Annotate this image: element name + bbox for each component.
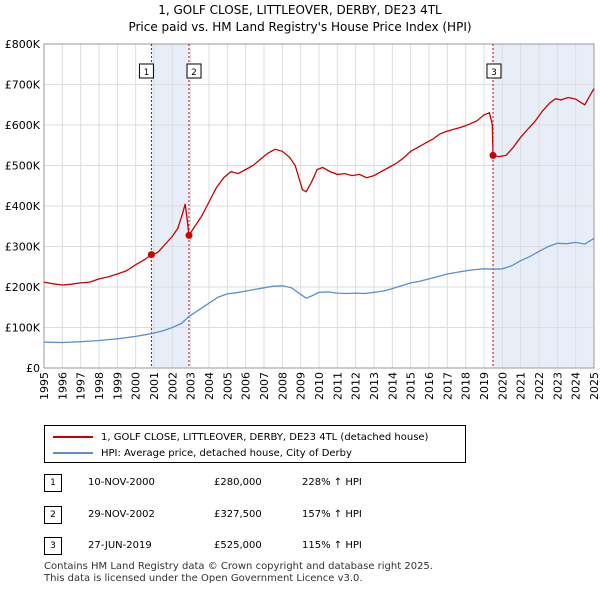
chart-title-line1: 1, GOLF CLOSE, LITTLEOVER, DERBY, DE23 4… xyxy=(158,3,442,17)
plot-frame xyxy=(43,43,595,369)
x-tick-label: 1998 xyxy=(93,372,106,400)
sale-point-1 xyxy=(147,251,155,259)
y-tick-label: £300K xyxy=(5,241,41,254)
footer-copyright: Contains HM Land Registry data © Crown c… xyxy=(44,561,433,572)
x-tick-label: 1997 xyxy=(75,372,88,400)
sale-date: 27-JUN-2019 xyxy=(88,540,152,551)
x-tick-label: 2018 xyxy=(460,372,473,400)
x-tick-label: 2004 xyxy=(203,372,216,400)
series-line-property xyxy=(43,88,595,286)
x-tick-label: 2015 xyxy=(405,372,418,400)
x-tick-label: 2013 xyxy=(368,372,381,400)
y-tick-label: £200K xyxy=(5,281,41,294)
sale-row-3: 3 27-JUN-2019 £525,000 115% ↑ HPI xyxy=(44,537,484,555)
sale-row-2: 2 29-NOV-2002 £327,500 157% ↑ HPI xyxy=(44,506,484,524)
x-tick-label: 2003 xyxy=(185,372,198,400)
legend-label-hpi: HPI: Average price, detached house, City… xyxy=(101,447,352,459)
x-tick-label: 2008 xyxy=(276,372,289,400)
legend-swatch-property xyxy=(53,436,93,438)
sale-number: 2 xyxy=(44,506,62,524)
y-tick-label: £800K xyxy=(5,38,41,51)
x-tick-label: 2001 xyxy=(148,372,161,400)
x-tick-label: 2019 xyxy=(478,372,491,400)
x-tick-label: 2002 xyxy=(166,372,179,400)
y-tick-label: £0 xyxy=(26,362,40,375)
sale-date: 10-NOV-2000 xyxy=(88,477,155,488)
x-tick-label: 2010 xyxy=(313,372,326,400)
y-tick-label: £400K xyxy=(5,200,41,213)
x-tick-label: 2022 xyxy=(533,372,546,400)
sale-number: 3 xyxy=(44,537,62,555)
x-tick-label: 1995 xyxy=(38,372,51,400)
legend-item-property: 1, GOLF CLOSE, LITTLEOVER, DERBY, DE23 4… xyxy=(53,429,428,445)
sale-price: £280,000 xyxy=(214,477,262,488)
sale-hpi-change: 157% ↑ HPI xyxy=(302,509,362,520)
x-tick-label: 2020 xyxy=(496,372,509,400)
x-tick-label: 2024 xyxy=(570,372,583,400)
x-tick-label: 2000 xyxy=(130,372,143,400)
x-tick-label: 1996 xyxy=(56,372,69,400)
sale-number-box-3 xyxy=(486,63,502,79)
x-tick-label: 2021 xyxy=(515,372,528,400)
x-tick-label: 2023 xyxy=(551,372,564,400)
legend-swatch-hpi xyxy=(53,452,93,454)
x-tick-label: 2016 xyxy=(423,372,436,400)
x-tick-label: 2005 xyxy=(221,372,234,400)
sale-date: 29-NOV-2002 xyxy=(88,509,155,520)
x-tick-label: 2014 xyxy=(386,372,399,400)
y-tick-label: £500K xyxy=(5,160,41,173)
y-tick-label: £100K xyxy=(5,322,41,335)
x-tick-label: 2009 xyxy=(295,372,308,400)
legend-label-property: 1, GOLF CLOSE, LITTLEOVER, DERBY, DE23 4… xyxy=(101,431,429,443)
sale-point-2 xyxy=(185,231,193,239)
x-tick-label: 2012 xyxy=(350,372,363,400)
sale-price: £327,500 xyxy=(214,509,262,520)
x-tick-label: 2006 xyxy=(240,372,253,400)
sale-row-1: 1 10-NOV-2000 £280,000 228% ↑ HPI xyxy=(44,474,484,492)
x-tick-label: 2011 xyxy=(331,372,344,400)
sale-number-label-3: 3 xyxy=(491,68,497,78)
footer-license: This data is licensed under the Open Gov… xyxy=(44,573,363,584)
sale-number: 1 xyxy=(44,474,62,492)
price-chart: £0 £100K £200K £300K £400K £500K £600K £700K £80… xyxy=(5,38,600,400)
series-line-hpi xyxy=(43,237,595,344)
x-tick-label: 2017 xyxy=(441,372,454,400)
chart-title-line2: Price paid vs. HM Land Registry's House … xyxy=(128,20,472,34)
x-tick-label: 2007 xyxy=(258,372,271,400)
legend-item-hpi: HPI: Average price, detached house, City… xyxy=(53,445,352,461)
sale-number-label-1: 1 xyxy=(144,68,150,78)
y-tick-label: £600K xyxy=(5,119,41,132)
sale-number-label-2: 2 xyxy=(191,68,197,78)
sale-hpi-change: 228% ↑ HPI xyxy=(302,477,362,488)
sale-number-box-2 xyxy=(186,63,202,79)
sale-point-3 xyxy=(489,151,497,159)
sale-number-box-1 xyxy=(138,63,154,79)
sale-hpi-change: 115% ↑ HPI xyxy=(302,540,362,551)
x-tick-label: 2025 xyxy=(588,372,600,400)
x-tick-label: 1999 xyxy=(111,372,124,400)
sale-price: £525,000 xyxy=(214,540,262,551)
legend: 1, GOLF CLOSE, LITTLEOVER, DERBY, DE23 4… xyxy=(44,425,466,463)
y-tick-label: £700K xyxy=(5,79,41,92)
